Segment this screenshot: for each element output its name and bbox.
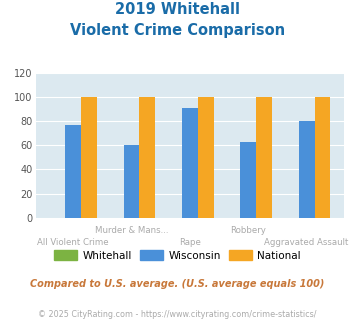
Text: Robbery: Robbery [230, 226, 266, 235]
Bar [315, 97, 330, 218]
Text: Violent Crime Comparison: Violent Crime Comparison [70, 23, 285, 38]
Bar [256, 97, 272, 218]
Text: Murder & Mans...: Murder & Mans... [95, 226, 168, 235]
Bar [299, 121, 315, 218]
Text: Rape: Rape [179, 238, 201, 247]
Bar [81, 97, 97, 218]
Text: All Violent Crime: All Violent Crime [37, 238, 109, 247]
Text: Compared to U.S. average. (U.S. average equals 100): Compared to U.S. average. (U.S. average … [30, 279, 325, 289]
Bar [240, 142, 256, 218]
Text: 2019 Whitehall: 2019 Whitehall [115, 2, 240, 16]
Text: © 2025 CityRating.com - https://www.cityrating.com/crime-statistics/: © 2025 CityRating.com - https://www.city… [38, 310, 317, 319]
Bar [198, 97, 214, 218]
Bar [124, 145, 140, 218]
Bar [65, 125, 81, 218]
Text: Aggravated Assault: Aggravated Assault [264, 238, 349, 247]
Legend: Whitehall, Wisconsin, National: Whitehall, Wisconsin, National [50, 246, 305, 265]
Bar [182, 108, 198, 218]
Bar [140, 97, 155, 218]
